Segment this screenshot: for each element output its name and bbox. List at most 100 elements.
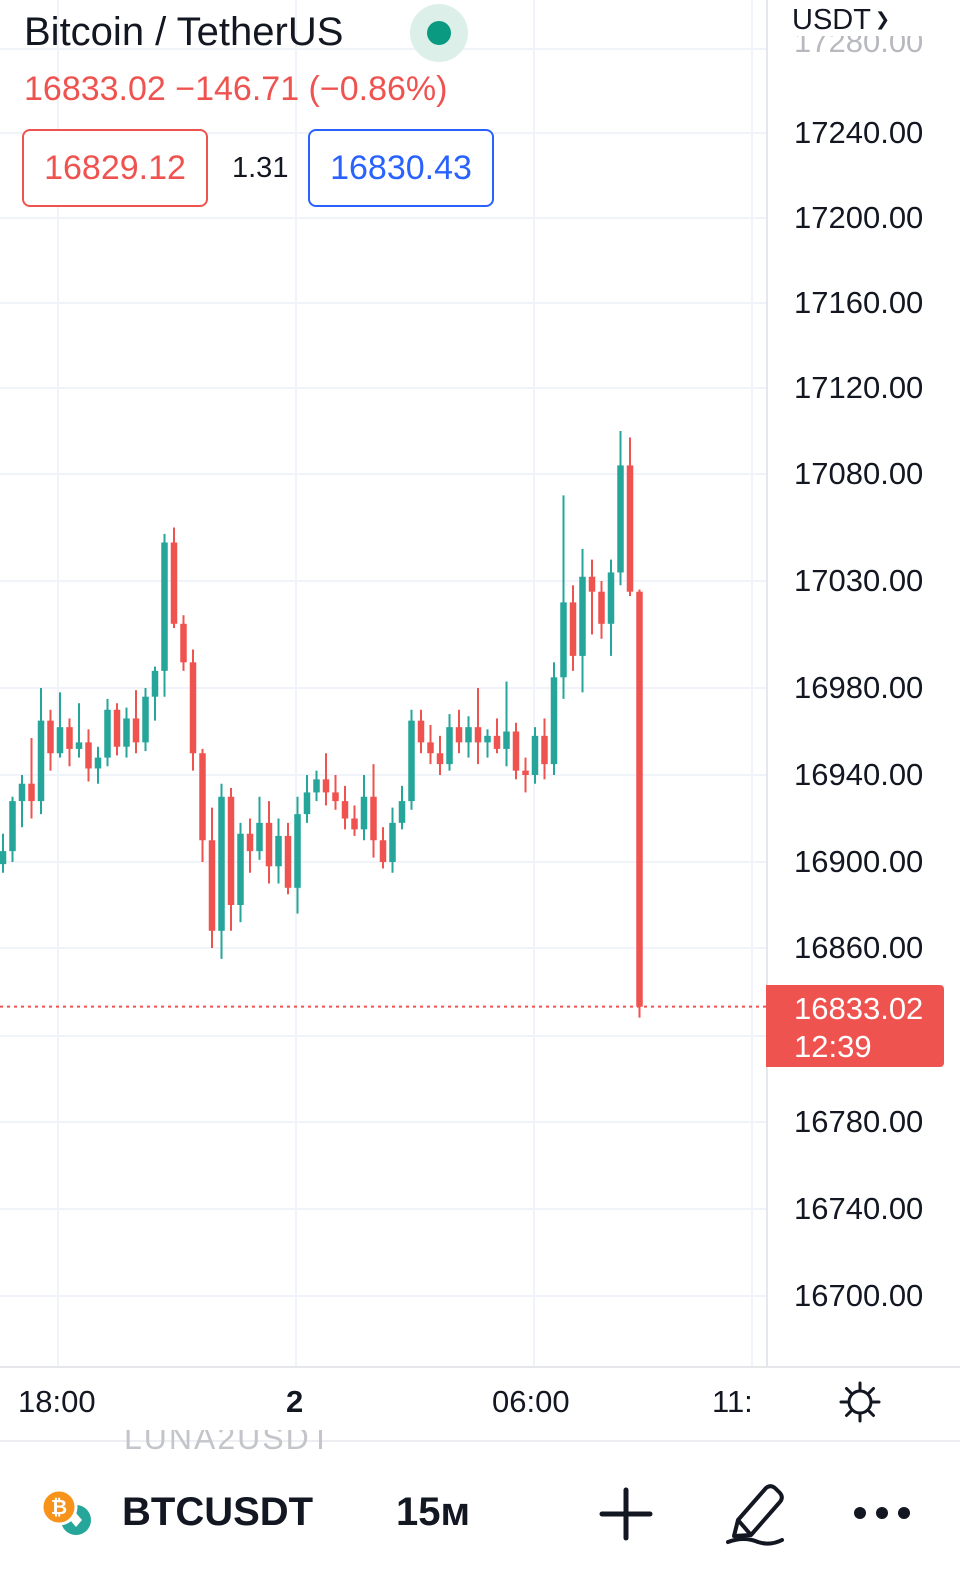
candle-body [227, 796, 235, 905]
currency-selector[interactable]: USDT ❯ [792, 4, 890, 37]
candle-up [142, 688, 149, 752]
candle-up [579, 548, 586, 693]
candle-body [379, 840, 387, 862]
candle-down [47, 709, 54, 771]
candle-body [294, 814, 301, 888]
time-label: 18:00 [18, 1384, 96, 1419]
candle-down [132, 690, 140, 754]
candle-up [275, 818, 282, 884]
candle-body [588, 576, 596, 592]
more-icon[interactable] [852, 1498, 912, 1528]
candle-body [446, 727, 453, 765]
candle-body [47, 720, 54, 754]
sell-button[interactable]: 16829.12 [22, 129, 208, 207]
candle-body [237, 833, 244, 905]
candle-body [351, 818, 358, 830]
candle-up [237, 822, 244, 923]
candle-down [227, 788, 235, 931]
candle-body [132, 718, 140, 743]
candle-up [389, 807, 396, 873]
candle-body [607, 572, 615, 624]
price-axis[interactable]: USDT ❯ 17280.00 17240.00 17200.00 17160.00 1… [766, 0, 960, 1366]
candle-down [379, 827, 387, 869]
candle-body [180, 623, 187, 663]
coin-pair-icon[interactable]: ₿ [40, 1488, 94, 1538]
candle-down [170, 527, 178, 629]
candle-body [303, 792, 311, 815]
candle-body [322, 779, 330, 793]
candle-body [18, 783, 26, 802]
current-price-label: 16833.02 [794, 991, 924, 1026]
candle-body [408, 720, 415, 802]
candle-down [427, 724, 434, 765]
price-axis-label: 16860.00 [794, 930, 924, 965]
candle-up [123, 707, 130, 758]
candle-body [104, 709, 111, 758]
candle-up [218, 783, 225, 959]
candle-down [322, 753, 330, 806]
candlestick-chart[interactable] [0, 0, 766, 1366]
price-axis-label: 16940.00 [794, 757, 924, 792]
candle-down [351, 805, 358, 836]
candle-body [389, 822, 396, 862]
toolbar-divider [0, 1440, 960, 1442]
candle-down [332, 775, 339, 810]
candle-body [66, 727, 73, 749]
candle-body [123, 718, 130, 747]
candle-up [550, 662, 558, 775]
spread-value: 1.31 [232, 152, 289, 184]
candle-up [161, 533, 168, 697]
price-axis-label: 16700.00 [794, 1278, 924, 1313]
candle-up [303, 775, 311, 823]
candle-body [161, 542, 168, 671]
time-axis[interactable]: 18:00 2 06:00 11: [0, 1366, 960, 1440]
svg-text:₿: ₿ [51, 1497, 67, 1519]
candle-body [617, 465, 624, 573]
candle-body [246, 833, 254, 852]
candle-body [9, 801, 16, 852]
chevron-down-icon: ❯ [874, 9, 891, 29]
candle-body [560, 602, 567, 678]
candle-body [427, 742, 434, 754]
previous-symbol-ghost: LUNA2USDT [124, 1430, 333, 1452]
buy-button[interactable]: 16830.43 [308, 129, 494, 207]
candle-body [493, 735, 501, 749]
candle-body [313, 779, 320, 793]
price-axis-label: 16980.00 [794, 670, 924, 705]
candle-down [66, 718, 73, 767]
plus-icon[interactable] [598, 1486, 654, 1542]
live-status-icon [410, 4, 468, 62]
bar-countdown: 12:39 [794, 1029, 872, 1064]
candle-body [284, 835, 292, 888]
candle-up [18, 775, 26, 828]
candle-up [484, 729, 491, 758]
settings-gear-icon[interactable] [838, 1380, 882, 1424]
candle-body [531, 735, 539, 775]
candle-body [151, 670, 159, 697]
candle-body [465, 727, 472, 743]
candle-up [465, 716, 472, 758]
candle-down [512, 722, 520, 780]
interval-selector[interactable]: 15м [396, 1490, 471, 1534]
candle-body [550, 677, 558, 765]
symbol-selector[interactable]: BTCUSDT [122, 1490, 314, 1534]
symbol-title: Bitcoin / TetherUS [24, 10, 344, 54]
time-label-day: 2 [286, 1384, 304, 1419]
price-axis-label: 17240.00 [794, 115, 924, 150]
candle-body [218, 796, 225, 931]
candle-down [265, 801, 273, 884]
candle-body [142, 696, 149, 743]
time-label: 11: [712, 1384, 753, 1419]
candle-up [446, 714, 453, 771]
candle-body [37, 720, 45, 802]
candle-body [56, 727, 64, 754]
price-axis-label: 17120.00 [794, 370, 924, 405]
candle-down [436, 735, 444, 775]
candle-down [598, 581, 605, 639]
candle-body [256, 822, 263, 852]
pencil-icon[interactable] [724, 1480, 786, 1546]
candle-down [28, 738, 35, 819]
chart-area[interactable]: Bitcoin / TetherUS 16833.02 −146.71 (−0.… [0, 0, 766, 1366]
candle-body [360, 796, 368, 830]
candle-body [569, 602, 577, 656]
